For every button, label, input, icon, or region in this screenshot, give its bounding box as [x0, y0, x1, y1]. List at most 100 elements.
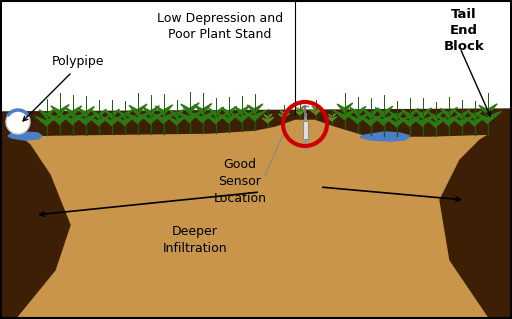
Polygon shape	[411, 116, 423, 126]
Polygon shape	[440, 108, 449, 118]
Polygon shape	[347, 114, 358, 124]
Circle shape	[6, 110, 30, 134]
Polygon shape	[332, 117, 337, 121]
Polygon shape	[247, 105, 255, 114]
Polygon shape	[92, 110, 99, 119]
Polygon shape	[138, 104, 147, 114]
Polygon shape	[47, 109, 55, 118]
Polygon shape	[177, 109, 184, 117]
Polygon shape	[125, 115, 136, 125]
Polygon shape	[0, 109, 512, 137]
Polygon shape	[164, 105, 173, 115]
Polygon shape	[88, 116, 99, 126]
Polygon shape	[0, 130, 15, 319]
Polygon shape	[440, 128, 512, 319]
Polygon shape	[60, 105, 69, 115]
Polygon shape	[345, 103, 353, 112]
Polygon shape	[39, 110, 47, 119]
Polygon shape	[375, 108, 384, 117]
Polygon shape	[397, 117, 408, 126]
Polygon shape	[359, 116, 371, 126]
Polygon shape	[104, 110, 112, 119]
Polygon shape	[177, 112, 190, 123]
Polygon shape	[203, 104, 212, 114]
Polygon shape	[138, 111, 151, 122]
Polygon shape	[242, 106, 250, 114]
Polygon shape	[166, 116, 177, 125]
Polygon shape	[35, 116, 47, 126]
Polygon shape	[86, 107, 94, 116]
Polygon shape	[114, 117, 125, 126]
Polygon shape	[300, 110, 305, 115]
Polygon shape	[423, 115, 435, 125]
Polygon shape	[125, 110, 133, 118]
Polygon shape	[300, 107, 304, 111]
Polygon shape	[51, 106, 60, 116]
Polygon shape	[86, 114, 98, 124]
Polygon shape	[449, 114, 461, 125]
Polygon shape	[77, 108, 86, 117]
Polygon shape	[129, 105, 138, 115]
Polygon shape	[488, 104, 497, 114]
Polygon shape	[316, 109, 322, 114]
Polygon shape	[112, 115, 123, 125]
Polygon shape	[99, 109, 106, 118]
Polygon shape	[371, 115, 384, 125]
Polygon shape	[436, 117, 446, 126]
Polygon shape	[229, 113, 240, 122]
Polygon shape	[363, 109, 371, 118]
Polygon shape	[231, 113, 242, 122]
Polygon shape	[47, 115, 59, 125]
Polygon shape	[423, 108, 432, 118]
Polygon shape	[142, 107, 151, 116]
Polygon shape	[125, 113, 138, 124]
Polygon shape	[190, 103, 199, 113]
Polygon shape	[262, 118, 268, 123]
Text: Tail
End
Block: Tail End Block	[443, 8, 484, 53]
Polygon shape	[329, 115, 332, 118]
Polygon shape	[118, 111, 125, 119]
Polygon shape	[244, 111, 255, 121]
Polygon shape	[389, 112, 397, 120]
Polygon shape	[488, 111, 501, 122]
Polygon shape	[65, 107, 73, 117]
Polygon shape	[455, 111, 462, 119]
Polygon shape	[437, 115, 449, 126]
Polygon shape	[218, 114, 229, 123]
Polygon shape	[371, 115, 383, 125]
Polygon shape	[312, 106, 316, 111]
Polygon shape	[0, 128, 70, 319]
Polygon shape	[0, 119, 512, 319]
Polygon shape	[410, 115, 422, 125]
Polygon shape	[60, 114, 73, 125]
Polygon shape	[229, 107, 237, 115]
Polygon shape	[429, 112, 436, 121]
Polygon shape	[462, 110, 470, 118]
Polygon shape	[112, 109, 120, 118]
Polygon shape	[398, 116, 410, 127]
Polygon shape	[152, 113, 164, 124]
Text: Good
Sensor
Location: Good Sensor Location	[214, 158, 267, 205]
Polygon shape	[181, 104, 190, 115]
Polygon shape	[345, 109, 356, 119]
Polygon shape	[334, 110, 345, 120]
Polygon shape	[177, 115, 187, 124]
Text: Deeper
Infiltration: Deeper Infiltration	[163, 225, 227, 255]
Polygon shape	[284, 110, 288, 115]
Polygon shape	[295, 110, 300, 115]
Polygon shape	[358, 107, 366, 115]
Polygon shape	[475, 113, 488, 124]
Polygon shape	[268, 114, 272, 119]
Polygon shape	[264, 115, 268, 119]
Polygon shape	[203, 111, 216, 122]
Polygon shape	[268, 117, 274, 122]
Polygon shape	[255, 110, 266, 120]
Polygon shape	[208, 108, 216, 117]
Polygon shape	[296, 108, 300, 112]
Polygon shape	[101, 116, 112, 126]
Text: Polypipe: Polypipe	[52, 55, 104, 68]
Polygon shape	[74, 115, 86, 125]
Polygon shape	[449, 107, 457, 117]
Polygon shape	[280, 111, 284, 115]
Polygon shape	[451, 117, 462, 126]
